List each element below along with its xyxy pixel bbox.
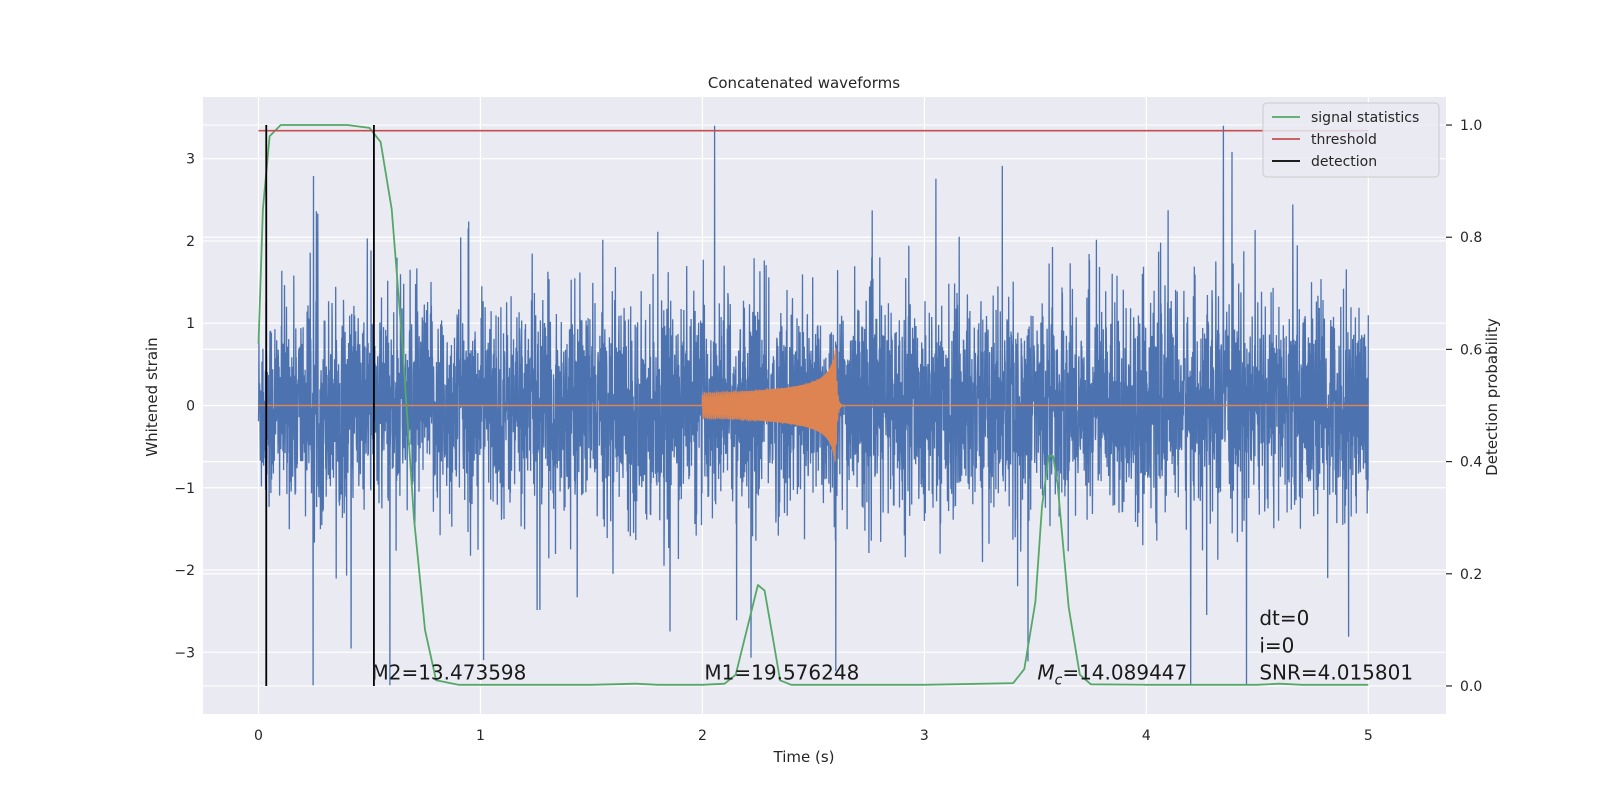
y-tick-label: 0 bbox=[186, 399, 195, 415]
x-tick-label: 0 bbox=[254, 728, 263, 744]
x-axis: 0 1 2 3 4 5 bbox=[254, 728, 1373, 744]
y-tick-label: −3 bbox=[174, 645, 195, 661]
series-waveform-line bbox=[258, 347, 1369, 462]
y-axis-right: 0.0 0.2 0.4 0.6 0.8 1.0 bbox=[1446, 118, 1482, 695]
y-tick-label: −2 bbox=[174, 563, 195, 579]
series-noise-line bbox=[257, 125, 1369, 686]
legend-label: threshold bbox=[1311, 132, 1377, 148]
annotation-text: Mc=14.089447 bbox=[1037, 660, 1187, 688]
y-tick-label: 1 bbox=[186, 316, 195, 332]
plot-area bbox=[257, 124, 1369, 686]
annotations: M2=13.473598 M1=19.576248 Mc=14.089447 SNR=… bbox=[371, 606, 1413, 688]
legend-box bbox=[1262, 102, 1440, 178]
legend: signal statistics threshold detection bbox=[1262, 102, 1440, 178]
y-right-tick-label: 1.0 bbox=[1460, 118, 1482, 134]
y-right-tick-label: 0.6 bbox=[1460, 342, 1482, 358]
y-tick-label: 3 bbox=[186, 152, 195, 168]
annotation-text: M1=19.576248 bbox=[704, 660, 859, 684]
y-right-tick-label: 0.8 bbox=[1460, 230, 1482, 246]
annotation-text: SNR=4.015801 bbox=[1259, 660, 1413, 684]
x-axis-title: Time (s) bbox=[773, 748, 835, 766]
annotation-text: i=0 bbox=[1259, 633, 1294, 657]
x-tick-label: 4 bbox=[1142, 728, 1151, 744]
x-tick-label: 3 bbox=[920, 728, 929, 744]
y-axis-left: −3 −2 −1 0 1 2 3 bbox=[174, 152, 195, 662]
x-tick-label: 2 bbox=[698, 728, 707, 744]
legend-label: signal statistics bbox=[1311, 110, 1419, 126]
y-right-tick-label: 0.2 bbox=[1460, 567, 1482, 583]
y-right-tick-label: 0.4 bbox=[1460, 455, 1482, 471]
y-axis-right-title: Detection probability bbox=[1483, 318, 1501, 476]
y-tick-label: 2 bbox=[186, 234, 195, 250]
legend-label: detection bbox=[1311, 154, 1377, 170]
x-tick-label: 5 bbox=[1364, 728, 1373, 744]
annotation-text: dt=0 bbox=[1259, 606, 1309, 630]
annotation-text: M2=13.473598 bbox=[371, 660, 526, 684]
y-right-tick-label: 0.0 bbox=[1460, 679, 1482, 695]
y-tick-label: −1 bbox=[174, 481, 195, 497]
x-tick-label: 1 bbox=[476, 728, 485, 744]
chart-title: Concatenated waveforms bbox=[708, 74, 900, 92]
y-axis-title: Whitened strain bbox=[143, 337, 161, 456]
